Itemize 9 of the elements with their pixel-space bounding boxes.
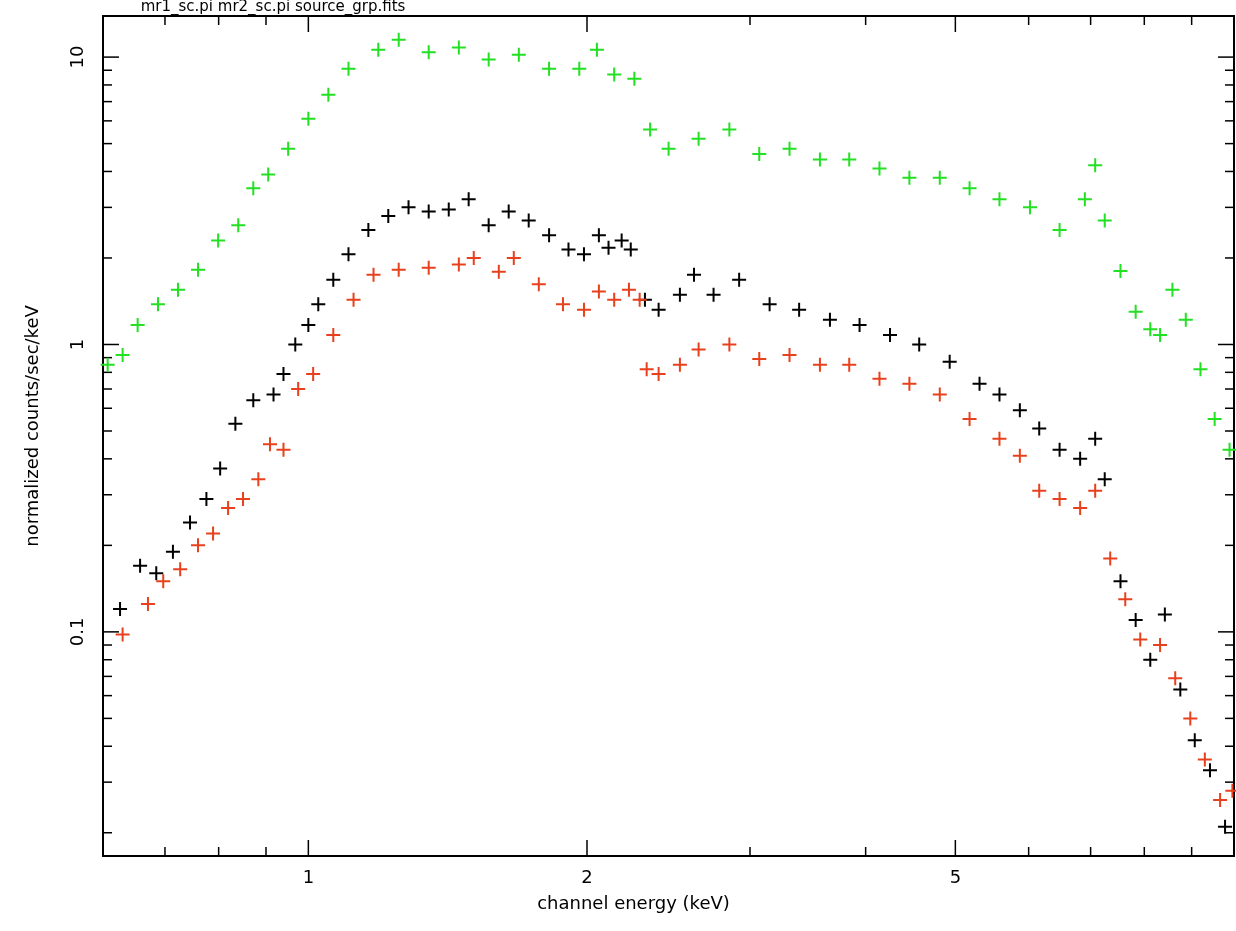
x-axis-title: channel energy (keV) [537, 892, 730, 913]
x-tick-label: 2 [581, 866, 593, 887]
y-tick-label: 1 [66, 338, 87, 351]
y-axis-title: normalized counts/sec/keV [21, 304, 42, 547]
x-tick-label: 1 [302, 866, 315, 887]
y-tick-label: 0.1 [66, 617, 87, 647]
chart-title: mr1_sc.pi mr2_sc.pi source_grp.fits [140, 0, 406, 16]
x-tick-label: 5 [949, 866, 962, 887]
y-tick-label: 10 [66, 45, 87, 69]
